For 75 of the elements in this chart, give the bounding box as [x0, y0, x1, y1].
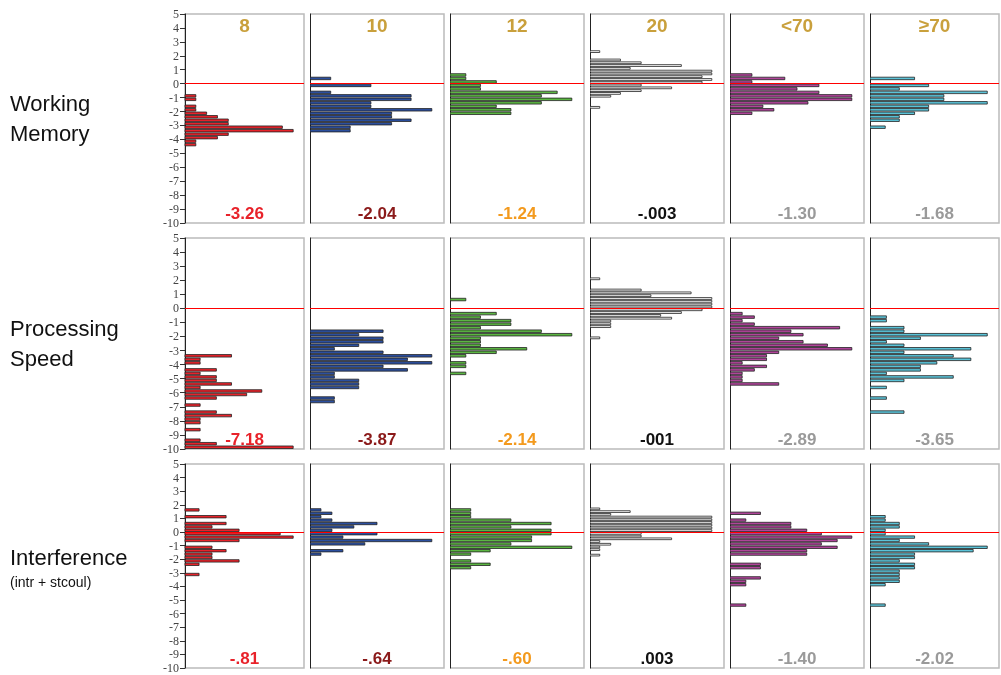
annotation: -.60: [502, 649, 532, 668]
y-tick-label: -3: [169, 565, 179, 580]
chart-title: 10: [366, 15, 388, 36]
y-tick-label: -7: [169, 620, 179, 635]
chart-title: 8: [239, 15, 250, 36]
annotation: -7.18: [225, 430, 264, 449]
y-tick-label: -3: [169, 118, 179, 133]
y-tick-label: -10: [163, 442, 179, 456]
y-tick-label: 4: [173, 20, 179, 35]
y-tick-label: -7: [169, 174, 179, 189]
y-tick-label: -2: [169, 552, 179, 567]
y-tick-label: 5: [173, 231, 179, 245]
y-tick-label: 0: [173, 76, 179, 91]
annotation: -2.04: [357, 204, 397, 223]
y-axis-title: Interference (intr + stcoul): [10, 543, 129, 591]
y-tick-label: -2: [169, 329, 179, 344]
y-tick-label: 4: [173, 470, 179, 485]
y-tick-label: -1: [169, 90, 179, 105]
y-tick-label: 2: [173, 48, 179, 63]
y-tick-label: 3: [173, 34, 179, 49]
y-tick-label: -7: [169, 399, 179, 414]
y-tick-label: -10: [163, 661, 179, 675]
y-tick-label: -10: [163, 216, 179, 230]
y-tick-label: -6: [169, 160, 179, 175]
y-axis-title: Processing Speed: [10, 315, 120, 373]
chart-title: 20: [646, 15, 668, 36]
y-axis-title: Working Memory: [10, 90, 92, 148]
y-tick-label: 0: [173, 301, 179, 316]
annotation: -2.14: [497, 430, 537, 449]
y-tick-label: -9: [169, 427, 179, 442]
y-tick-label: -1: [169, 315, 179, 330]
annotation: -001: [639, 430, 675, 449]
annotation: -1.40: [777, 649, 817, 668]
annotation: -.003: [637, 204, 677, 223]
y-tick-label: -3: [169, 343, 179, 358]
y-tick-label: -1: [169, 538, 179, 553]
annotation: .003: [640, 649, 674, 668]
y-tick-label: 3: [173, 259, 179, 274]
chart-title: <70: [780, 15, 814, 36]
y-tick-label: -4: [169, 357, 179, 372]
y-tick-label: 0: [173, 525, 179, 539]
y-tick-label: -6: [169, 606, 179, 621]
annotation: -1.24: [497, 204, 537, 223]
y-tick-label: 1: [173, 287, 179, 302]
y-tick-label: 2: [173, 273, 179, 288]
y-tick-label: -8: [169, 633, 179, 648]
y-tick-label: -5: [169, 146, 179, 161]
annotation: -2.89: [777, 430, 817, 449]
annotation: -3.87: [357, 430, 397, 449]
chart-title: 12: [506, 15, 528, 36]
annotation: -1.68: [915, 204, 954, 223]
y-tick-label: 1: [173, 62, 179, 77]
y-tick-label: -9: [169, 647, 179, 662]
y-tick-label: -5: [169, 593, 179, 607]
y-tick-label: -8: [169, 413, 179, 428]
annotation: -.64: [362, 649, 393, 668]
y-tick-label: -6: [169, 385, 179, 400]
annotation: -.81: [229, 649, 260, 668]
y-tick-label: 4: [173, 245, 179, 260]
annotation: -3.65: [915, 430, 954, 449]
chart-title: ≥70: [918, 15, 951, 36]
y-tick-label: -4: [169, 132, 179, 147]
y-tick-label: 5: [173, 7, 179, 21]
y-tick-label: -4: [169, 579, 179, 594]
y-tick-label: -2: [169, 104, 179, 119]
y-tick-label: -8: [169, 188, 179, 203]
y-tick-label: 3: [173, 484, 179, 499]
annotation: -1.30: [777, 204, 817, 223]
y-tick-label: 5: [173, 457, 179, 471]
y-tick-label: 1: [173, 511, 179, 526]
annotation: -2.02: [915, 649, 954, 668]
annotation: -3.26: [225, 204, 264, 223]
y-tick-label: -5: [169, 371, 179, 386]
y-tick-label: 2: [173, 497, 179, 512]
y-tick-label: -9: [169, 202, 179, 217]
